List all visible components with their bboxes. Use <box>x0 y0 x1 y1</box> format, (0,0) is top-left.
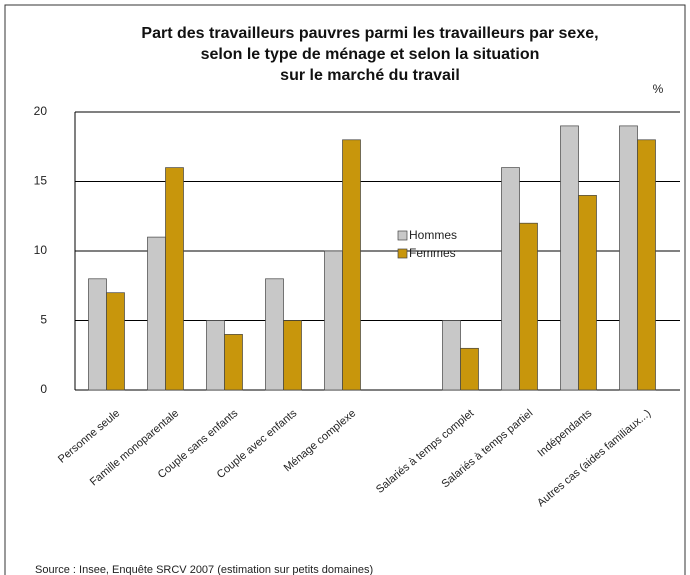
chart-title: sur le marché du travail <box>280 67 460 84</box>
y-tick-label: 10 <box>34 243 48 257</box>
bar <box>460 347 479 391</box>
bar <box>224 334 243 391</box>
bar <box>88 278 107 391</box>
bar <box>501 167 520 391</box>
y-tick-label: 5 <box>40 313 47 327</box>
legend-label: Femmes <box>409 246 456 260</box>
y-tick-label: 0 <box>40 382 47 396</box>
bar <box>265 278 284 391</box>
bar <box>324 250 343 391</box>
bar <box>283 320 302 391</box>
bar <box>106 292 125 391</box>
chart-title: Part des travailleurs pauvres parmi les … <box>141 25 598 42</box>
legend-label: Hommes <box>409 228 457 242</box>
source-note: Source : Insee, Enquête SRCV 2007 (estim… <box>35 564 373 575</box>
bar <box>619 125 638 391</box>
bar <box>342 139 361 391</box>
bar <box>578 195 597 391</box>
bar <box>442 320 461 391</box>
legend-swatch <box>397 230 408 241</box>
y-tick-label: 15 <box>34 174 48 188</box>
y-tick-label: 20 <box>34 104 48 118</box>
bar <box>165 167 184 391</box>
chart-title: selon le type de ménage et selon la situ… <box>201 46 540 63</box>
bar <box>147 236 166 391</box>
bar <box>637 139 656 391</box>
unit-label: % <box>653 82 664 96</box>
bar <box>206 320 225 391</box>
legend-swatch <box>397 248 408 259</box>
bar <box>519 222 538 391</box>
bar <box>560 125 579 391</box>
